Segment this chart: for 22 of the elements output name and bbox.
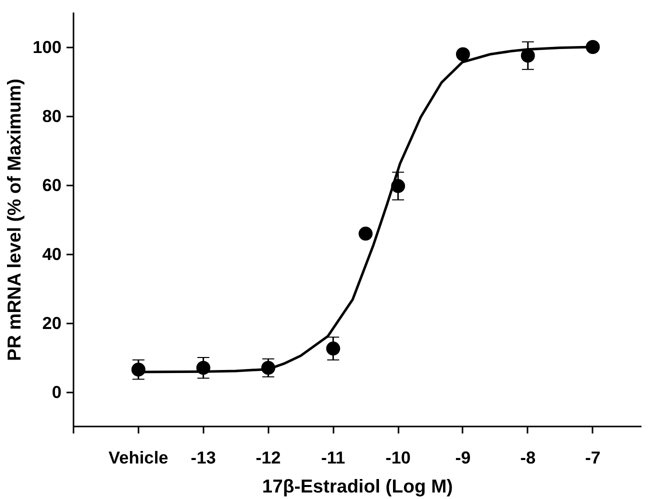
point — [358, 226, 373, 241]
point — [131, 362, 146, 377]
x-tick-label: -12 — [256, 448, 281, 468]
x-tick-label: -9 — [455, 448, 471, 468]
point — [326, 342, 340, 356]
x-tick-label: -13 — [190, 448, 216, 468]
y-tick-label: 20 — [42, 313, 62, 333]
y-tick-label: 0 — [52, 382, 62, 402]
point — [456, 47, 470, 62]
y-tick-label: 100 — [32, 37, 62, 57]
y-tick-label: 60 — [42, 175, 62, 195]
x-tick-label: -11 — [321, 448, 346, 468]
y-axis-title: PR mRNA level (% of Maximum) — [4, 78, 25, 361]
y-tick-label: 40 — [42, 244, 62, 264]
x-tick-label: -10 — [386, 448, 411, 468]
x-tick-label: -8 — [520, 448, 536, 468]
x-tick-label: -7 — [585, 448, 601, 468]
point — [586, 40, 600, 54]
x-tick-label: Vehicle — [108, 448, 169, 468]
y-tick-label: 80 — [42, 106, 62, 126]
point — [520, 48, 535, 63]
x-axis-title: 17β-Estradiol (Log M) — [262, 476, 453, 496]
